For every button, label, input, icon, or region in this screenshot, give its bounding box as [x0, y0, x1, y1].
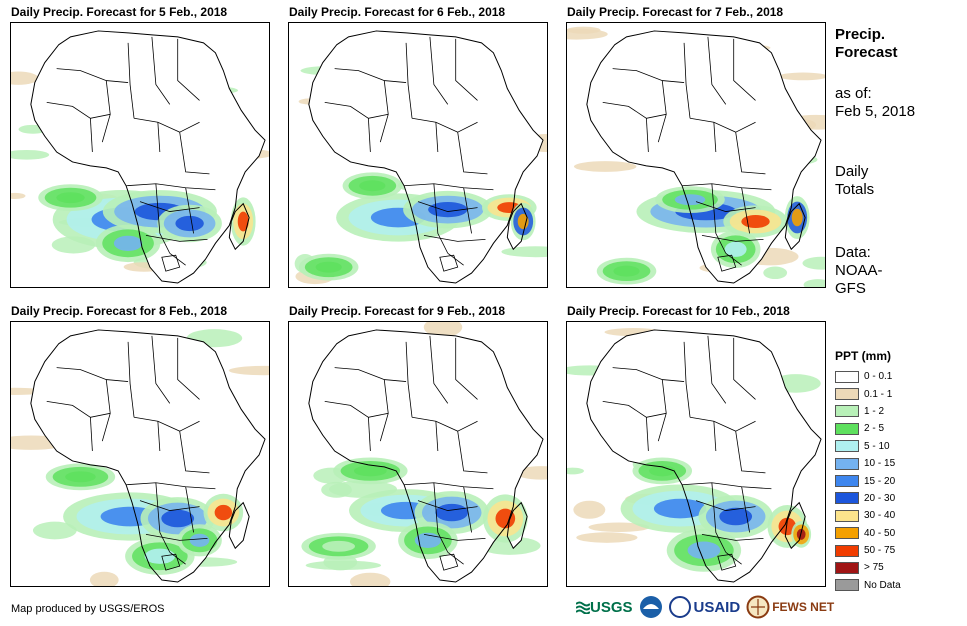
sidebar-title-line2: Forecast — [835, 44, 898, 61]
panel-6-title: Daily Precip. Forecast for 10 Feb., 2018 — [567, 304, 790, 318]
legend-swatch — [835, 492, 859, 505]
legend-swatch — [835, 475, 859, 488]
usgs-wave-icon — [576, 601, 590, 614]
panel-4-title: Daily Precip. Forecast for 8 Feb., 2018 — [11, 304, 228, 318]
legend-item: 30 - 40 — [835, 507, 901, 524]
logo-strip: USGS USAID FEWS NET — [576, 592, 840, 622]
legend-swatch — [835, 422, 859, 435]
sidebar-asof: as of: Feb 5, 2018 — [835, 85, 915, 121]
sidebar-title: Precip. Forecast — [835, 26, 898, 62]
panel-2-title: Daily Precip. Forecast for 6 Feb., 2018 — [289, 5, 506, 19]
sidebar-totals: Daily Totals — [835, 163, 874, 199]
legend-label: 40 - 50 — [864, 527, 896, 539]
legend-item: 10 - 15 — [835, 455, 901, 472]
legend-swatch — [835, 457, 859, 470]
legend: PPT (mm) 0 - 0.1 0.1 - 1 1 - 2 2 - 5 5 - 10 1… — [835, 349, 901, 594]
sidebar-asof-date: Feb 5, 2018 — [835, 103, 916, 120]
legend-swatch — [835, 388, 859, 401]
sidebar-data-source: Data: NOAA- GFS — [835, 244, 883, 298]
legend-swatch — [835, 405, 859, 418]
legend-label: 5 - 10 — [864, 440, 890, 452]
noaa-seal-icon — [639, 596, 662, 618]
legend-swatch — [835, 579, 859, 592]
legend-label: 50 - 75 — [864, 545, 896, 557]
credit-text: Map produced by USGS/EROS — [11, 603, 165, 615]
legend-item: 40 - 50 — [835, 525, 901, 542]
legend-label: 2 - 5 — [864, 423, 885, 435]
legend-swatch — [835, 527, 859, 540]
legend-title: PPT (mm) — [835, 349, 892, 363]
legend-swatch — [835, 370, 859, 383]
legend-item: 15 - 20 — [835, 472, 901, 489]
legend-item: 0 - 0.1 — [835, 368, 901, 385]
legend-swatch — [835, 544, 859, 557]
sidebar-data-line3: GFS — [835, 280, 866, 297]
sidebar-totals-line2: Totals — [835, 181, 875, 198]
legend-label: > 75 — [864, 562, 884, 574]
legend-label: No Data — [864, 579, 901, 591]
panel-1-title: Daily Precip. Forecast for 5 Feb., 2018 — [11, 5, 228, 19]
legend-item: 1 - 2 — [835, 403, 901, 420]
usaid-logo-text: USAID — [693, 598, 741, 616]
legend-item: 5 - 10 — [835, 438, 901, 455]
legend-label: 10 - 15 — [864, 458, 896, 470]
map-panel-4 — [10, 321, 270, 587]
noaa-logo — [639, 595, 663, 619]
usgs-logo-text: USGS — [590, 598, 633, 616]
legend-swatch — [835, 440, 859, 453]
sidebar-title-line1: Precip. — [835, 26, 886, 43]
legend-item: 50 - 75 — [835, 542, 901, 559]
fewsnet-logo: FEWS NET — [746, 595, 834, 619]
legend-label: 0 - 0.1 — [864, 371, 893, 383]
legend-swatch — [835, 509, 859, 522]
legend-label: 15 - 20 — [864, 475, 896, 487]
legend-item: 2 - 5 — [835, 420, 901, 437]
legend-label: 30 - 40 — [864, 510, 896, 522]
fewsnet-logo-text: FEWS NET — [772, 600, 835, 614]
usgs-logo: USGS — [576, 599, 633, 616]
panel-3-title: Daily Precip. Forecast for 7 Feb., 2018 — [567, 5, 784, 19]
map-panel-3 — [566, 22, 826, 288]
legend-label: 0.1 - 1 — [864, 388, 893, 400]
fewsnet-globe-icon — [746, 595, 770, 619]
usaid-logo: USAID — [668, 596, 741, 618]
legend-rows: 0 - 0.1 0.1 - 1 1 - 2 2 - 5 5 - 10 10 - 15 15 … — [835, 368, 901, 594]
sidebar-totals-line1: Daily — [835, 163, 869, 180]
legend-label: 20 - 30 — [864, 492, 896, 504]
map-panel-5 — [288, 321, 548, 587]
usaid-seal-icon — [668, 596, 691, 618]
legend-label: 1 - 2 — [864, 405, 885, 417]
map-panel-1 — [10, 22, 270, 288]
sidebar-asof-label: as of: — [835, 85, 872, 102]
legend-item: 0.1 - 1 — [835, 385, 901, 402]
sidebar-data-line2: NOAA- — [835, 262, 883, 279]
map-panel-6 — [566, 321, 826, 587]
legend-swatch — [835, 561, 859, 574]
panel-5-title: Daily Precip. Forecast for 9 Feb., 2018 — [289, 304, 506, 318]
legend-item: 20 - 30 — [835, 490, 901, 507]
legend-item: No Data — [835, 577, 901, 594]
legend-item: > 75 — [835, 559, 901, 576]
map-panel-2 — [288, 22, 548, 288]
sidebar-data-line1: Data: — [835, 244, 871, 261]
